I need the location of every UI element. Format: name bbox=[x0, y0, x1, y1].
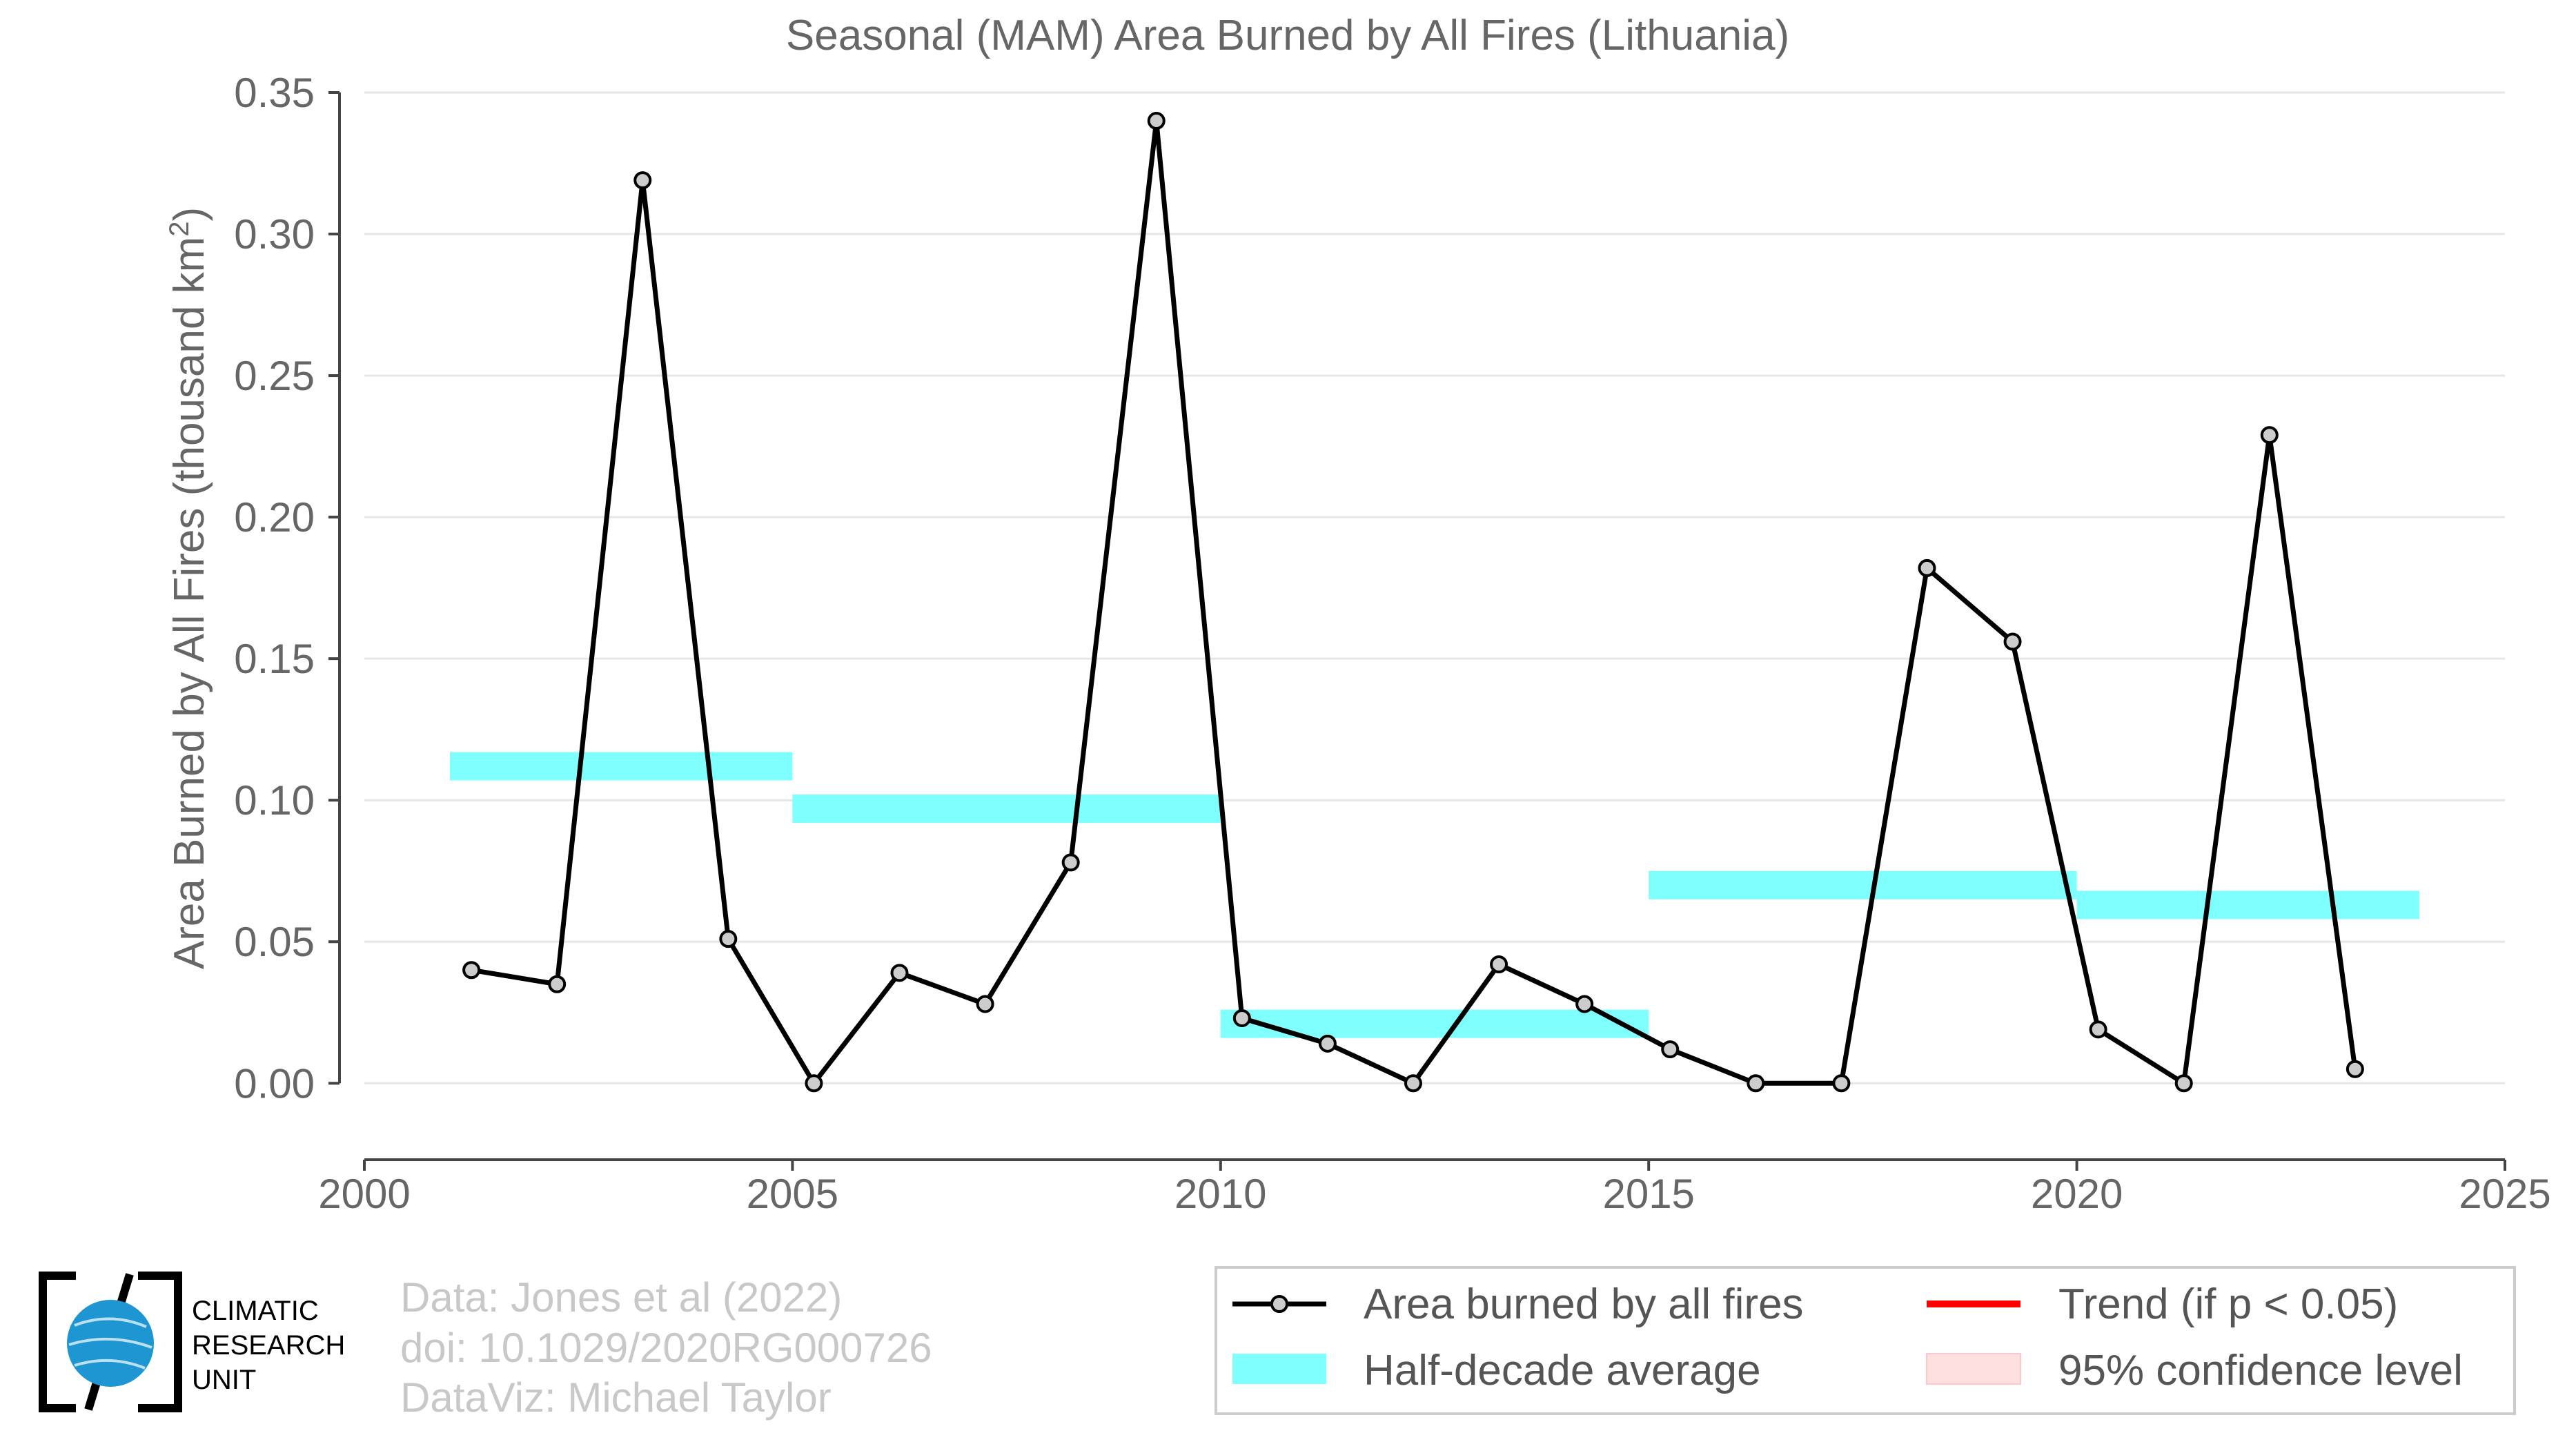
data-point bbox=[462, 961, 481, 980]
logo-left-bracket-icon bbox=[39, 1272, 76, 1412]
legend-label-confidence: 95% confidence level bbox=[2058, 1347, 2463, 1394]
data-point bbox=[633, 171, 652, 190]
data-point bbox=[548, 975, 567, 993]
series-line bbox=[471, 118, 2358, 1086]
y-tick-label: 0.10 bbox=[234, 777, 315, 824]
half-decade-average-bands bbox=[450, 752, 2419, 1038]
data-point bbox=[2003, 632, 2022, 651]
x-axis: 2000 2005 2010 2015 2020 2025 bbox=[318, 1158, 2551, 1217]
x-tick-label: 2000 bbox=[318, 1171, 410, 1217]
legend-point-marker-icon bbox=[1270, 1295, 1288, 1313]
credit-data-source: Data: Jones et al (2022) bbox=[400, 1274, 842, 1321]
y-tick-label: 0.05 bbox=[234, 919, 315, 965]
logo-text-climatic: CLIMATIC bbox=[192, 1296, 319, 1326]
legend-label-trend: Trend (if p < 0.05) bbox=[2058, 1280, 2398, 1328]
credit-dataviz: DataViz: Michael Taylor bbox=[400, 1374, 832, 1421]
half-decade-band bbox=[2076, 890, 2419, 919]
series-area-burned bbox=[462, 112, 2364, 1093]
legend-box bbox=[1215, 1266, 2516, 1415]
y-axis-label-superscript: 2 bbox=[164, 222, 195, 237]
data-point bbox=[2260, 426, 2279, 445]
legend: Area burned by all fires Trend (if p < 0… bbox=[1215, 1266, 2516, 1415]
data-point bbox=[1232, 1009, 1251, 1027]
data-point bbox=[1918, 558, 1936, 577]
half-decade-band bbox=[792, 794, 1221, 824]
y-tick-label: 0.15 bbox=[234, 636, 315, 682]
y-tick-label: 0.25 bbox=[234, 353, 315, 399]
legend-label-half-decade: Half-decade average bbox=[1364, 1347, 1761, 1394]
y-tick-label: 0.35 bbox=[234, 70, 315, 116]
data-point bbox=[1490, 955, 1508, 974]
x-tick-label: 2015 bbox=[1602, 1171, 1694, 1217]
data-point bbox=[890, 964, 909, 982]
y-tick-label: 0.30 bbox=[234, 211, 315, 257]
data-point bbox=[1747, 1074, 1765, 1093]
y-axis-label-text: Area Burned by All Fires (thousand km bbox=[166, 237, 213, 969]
data-point bbox=[2346, 1060, 2364, 1078]
data-point bbox=[976, 995, 994, 1013]
data-point bbox=[1061, 853, 1080, 872]
half-decade-band bbox=[1649, 870, 2077, 899]
data-point bbox=[719, 930, 738, 948]
x-tick-label: 2020 bbox=[2031, 1171, 2123, 1217]
y-axis-label-close: ) bbox=[166, 207, 213, 222]
data-point bbox=[1832, 1074, 1851, 1093]
y-tick-label: 0.20 bbox=[234, 494, 315, 541]
legend-band-confidence-icon bbox=[1926, 1353, 2021, 1385]
data-point bbox=[1318, 1034, 1337, 1053]
data-point bbox=[1661, 1040, 1680, 1059]
credits: Data: Jones et al (2022) doi: 10.1029/20… bbox=[400, 1274, 932, 1421]
x-tick-label: 2010 bbox=[1174, 1171, 1266, 1217]
logo-right-bracket-icon bbox=[138, 1272, 182, 1412]
y-axis: 0.00 0.05 0.10 0.15 0.20 0.25 0.30 0.35 bbox=[234, 70, 341, 1107]
data-point bbox=[1575, 995, 1594, 1013]
half-decade-band bbox=[1220, 1009, 1649, 1038]
y-axis-label: Area Burned by All Fires (thousand km2) bbox=[164, 207, 213, 969]
credit-doi: doi: 10.1029/2020RG000726 bbox=[400, 1325, 932, 1371]
data-point bbox=[2174, 1074, 2193, 1093]
x-tick-label: 2025 bbox=[2459, 1171, 2550, 1217]
logo-text-research: RESEARCH bbox=[192, 1330, 345, 1361]
data-point bbox=[1404, 1074, 1422, 1093]
logo-text-unit: UNIT bbox=[192, 1365, 256, 1395]
half-decade-band bbox=[450, 752, 793, 781]
x-tick-label: 2005 bbox=[747, 1171, 838, 1217]
data-point bbox=[1147, 112, 1166, 130]
grid-lines bbox=[364, 91, 2505, 1084]
chart-title: Seasonal (MAM) Area Burned by All Fires … bbox=[786, 12, 1789, 59]
cru-logo: CLIMATIC RESEARCH UNIT bbox=[39, 1272, 345, 1412]
y-tick-label: 0.00 bbox=[234, 1060, 315, 1107]
data-point bbox=[2089, 1020, 2107, 1039]
data-point bbox=[805, 1074, 823, 1093]
legend-band-half-decade-icon bbox=[1232, 1354, 1326, 1384]
legend-label-area-burned: Area burned by all fires bbox=[1364, 1280, 1804, 1328]
globe-lines-icon bbox=[68, 1317, 153, 1370]
